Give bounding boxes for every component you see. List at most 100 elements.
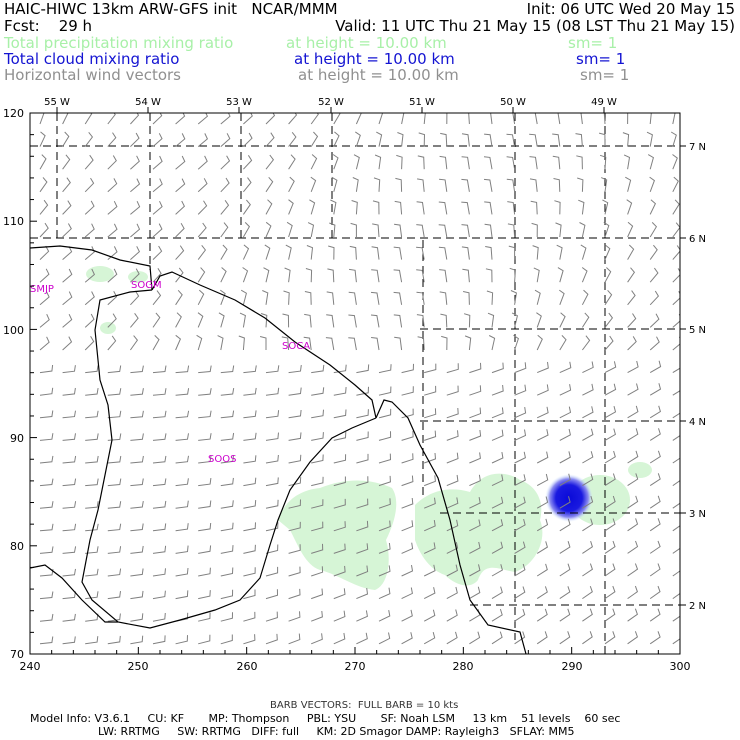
wind-barb [672, 176, 679, 193]
wind-barb [130, 568, 144, 577]
wind-barb [604, 631, 616, 645]
wind-barb [311, 499, 324, 509]
wind-barb [62, 246, 73, 260]
wind-barb [311, 409, 324, 419]
wind-barb [438, 201, 448, 215]
wind-barb [39, 546, 54, 554]
forecast-hour: Fcst: 29 h [4, 17, 93, 35]
x-tick-label: 280 [453, 660, 474, 673]
wind-barb [285, 244, 292, 260]
y-axis-labels: 70 80 90 100 110 120 [3, 107, 24, 661]
y-tick-label: 90 [10, 432, 24, 445]
wind-barb [627, 290, 636, 306]
wind-barb [39, 177, 48, 193]
wind-barb [649, 383, 662, 396]
wind-barb [424, 497, 436, 509]
wind-barb [603, 113, 606, 125]
wind-barb [356, 498, 369, 509]
lat-label: 5 N [689, 325, 706, 336]
wind-barb [604, 289, 613, 306]
wind-barb [604, 608, 616, 622]
wind-barb [649, 563, 661, 577]
wind-barb [491, 519, 504, 532]
wind-barb [461, 246, 470, 260]
wind-barb [424, 430, 437, 441]
wind-barb [672, 435, 680, 441]
wind-barb [288, 611, 301, 622]
wind-barb [507, 223, 516, 238]
wind-barb [536, 608, 548, 622]
wind-barb [438, 246, 448, 260]
wind-barb [649, 222, 658, 238]
wind-barb [152, 523, 167, 532]
wind-barb [85, 501, 99, 509]
wind-barb [393, 246, 403, 260]
wind-barb [62, 568, 76, 577]
wind-barb [286, 221, 293, 238]
wind-barb [348, 291, 357, 305]
wind-barb [582, 540, 593, 554]
wind-barb [220, 289, 226, 305]
wind-barb [333, 476, 346, 487]
wind-barb [534, 113, 538, 125]
wind-barb [580, 244, 587, 260]
wind-barb [107, 132, 117, 147]
wind-barb [107, 635, 121, 645]
wind-barb [39, 478, 54, 487]
wind-barb [672, 313, 680, 328]
wind-barb [333, 498, 346, 509]
wind-barb [559, 289, 565, 305]
wind-barb [288, 544, 301, 554]
station-label-smjp: SMJP [30, 284, 54, 295]
wind-barb [62, 455, 77, 464]
wind-barb [307, 222, 315, 238]
wind-barb [559, 608, 571, 622]
wind-barb [175, 155, 186, 170]
wind-barb [242, 199, 251, 215]
wind-barb [356, 409, 369, 419]
title-line: HAIC-HIWC 13km ARW-GFS init NCAR/MMM [4, 0, 338, 18]
wind-barb [333, 588, 346, 600]
wind-barb [220, 267, 227, 283]
wind-barb [649, 540, 661, 554]
lon-label: 49 W [591, 97, 617, 108]
wind-barb [491, 452, 504, 464]
wind-barb [378, 520, 391, 532]
wind-barb [243, 477, 257, 487]
wind-barb [107, 178, 118, 193]
wind-barb [356, 520, 369, 532]
wind-barb [356, 364, 370, 374]
wind-barb [288, 154, 296, 170]
wind-barb [326, 291, 335, 305]
wind-barb [536, 496, 549, 509]
wind-barb [220, 634, 233, 645]
wind-barb [197, 178, 208, 193]
wind-barb [672, 336, 680, 351]
wind-barb [196, 334, 203, 351]
wind-barb [152, 268, 162, 283]
field-cloud-sm: sm= 1 [576, 50, 626, 68]
wind-barb [130, 113, 140, 125]
wind-barb [220, 155, 231, 170]
wind-barb [265, 589, 279, 600]
wind-barb [152, 545, 167, 554]
wind-barb [534, 289, 541, 305]
model-info-line1: Model Info: V3.6.1 CU: KF MP: Thompson P… [30, 712, 621, 725]
wind-barb [649, 113, 652, 125]
wind-barb [198, 590, 211, 600]
wind-barb [580, 113, 583, 125]
wind-barb [672, 222, 680, 238]
wind-barb [220, 113, 231, 125]
wind-barb [238, 335, 245, 351]
wind-barb [152, 410, 167, 419]
wind-barb [469, 362, 482, 374]
wind-barb [288, 477, 302, 487]
wind-barb [152, 223, 163, 238]
station-label-sogm: SOGM [131, 280, 162, 291]
wind-barb [514, 541, 526, 554]
wind-barb [303, 336, 312, 351]
wind-barb [603, 221, 610, 238]
wind-barb [175, 478, 189, 487]
wind-barb [198, 410, 212, 419]
lat-label: 2 N [689, 601, 706, 612]
